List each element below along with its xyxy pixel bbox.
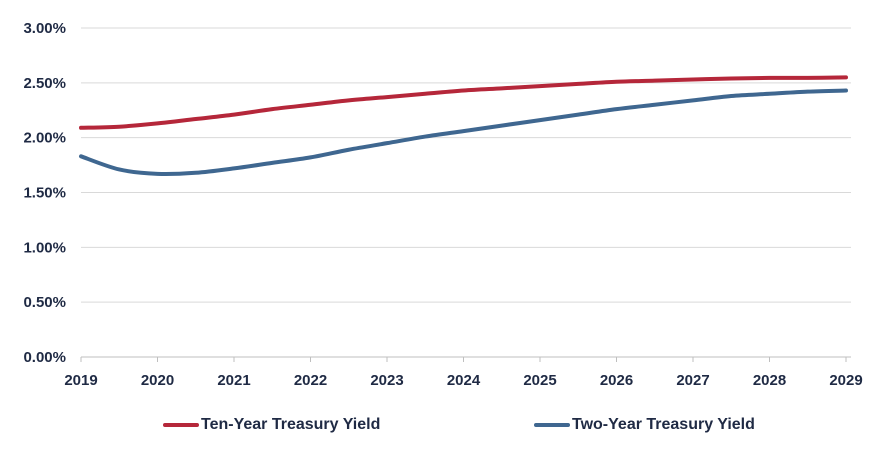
- series-lines: [79, 75, 848, 177]
- series-line-two-year: [79, 88, 848, 177]
- legend: Ten-Year Treasury Yield Two-Year Treasur…: [0, 410, 888, 440]
- x-tick-label: 2024: [447, 372, 481, 389]
- y-tick-label: 2.00%: [23, 130, 66, 147]
- legend-swatch-two-year: [534, 423, 570, 427]
- y-axis-tick-labels: 0.00% 0.50% 1.00% 1.50% 2.00% 2.50% 3.00%: [23, 20, 66, 366]
- x-tick-label: 2026: [600, 372, 633, 389]
- y-tick-label: 3.00%: [23, 20, 66, 37]
- legend-label-two-year: Two-Year Treasury Yield: [572, 416, 755, 433]
- x-tick-label: 2023: [370, 372, 403, 389]
- x-tick-label: 2027: [676, 372, 709, 389]
- y-tick-label: 1.50%: [23, 185, 66, 202]
- y-tick-label: 0.50%: [23, 294, 66, 311]
- x-tick-label: 2022: [294, 372, 327, 389]
- series-line-ten-year: [79, 75, 848, 130]
- legend-item-ten-year: Ten-Year Treasury Yield: [163, 410, 380, 440]
- x-axis: [80, 356, 851, 362]
- legend-label-ten-year: Ten-Year Treasury Yield: [201, 416, 381, 433]
- legend-swatch-ten-year: [163, 423, 199, 427]
- x-tick-label: 2021: [217, 372, 250, 389]
- legend-item-two-year: Two-Year Treasury Yield: [534, 410, 755, 440]
- x-tick-label: 2025: [523, 372, 556, 389]
- x-tick-label: 2020: [141, 372, 174, 389]
- x-tick-label: 2029: [829, 372, 862, 389]
- x-tick-label: 2028: [753, 372, 786, 389]
- x-axis-tick-labels: 2019 2020 2021 2022 2023 2024 2025 2026 2027 2028…: [64, 372, 862, 389]
- y-tick-label: 0.00%: [23, 349, 66, 366]
- gridlines: [81, 27, 851, 303]
- line-chart: 0.00% 0.50% 1.00% 1.50% 2.00% 2.50% 3.00% 2019…: [23, 20, 862, 389]
- x-tick-label: 2019: [64, 372, 97, 389]
- y-tick-label: 2.50%: [23, 75, 66, 92]
- y-tick-label: 1.00%: [23, 239, 66, 256]
